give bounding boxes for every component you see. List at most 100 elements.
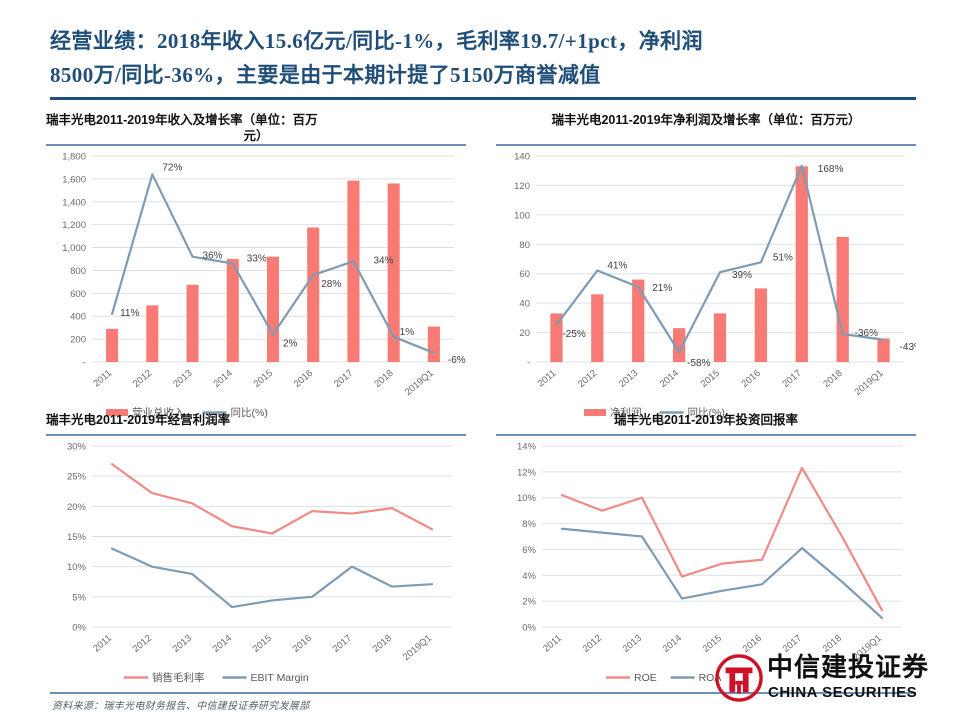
x-axis-tick: 2013 (171, 633, 194, 655)
x-axis-tick: 2012 (131, 368, 154, 390)
panel-revenue-divider (46, 144, 466, 146)
data-label: 41% (607, 261, 627, 272)
y-axis-tick: 1,400 (62, 197, 86, 208)
series-line (560, 466, 884, 612)
data-label: 1% (400, 327, 415, 338)
x-axis-tick: 2014 (211, 633, 234, 655)
y-axis-tick: 6% (522, 545, 536, 556)
footer-divider (50, 692, 916, 694)
data-label: 2% (283, 339, 298, 350)
data-label: 39% (732, 270, 752, 281)
data-label: 36% (203, 251, 223, 262)
x-axis-tick: 2019Q1 (401, 633, 434, 663)
x-axis-tick: 2011 (91, 633, 114, 655)
bar (387, 183, 400, 362)
y-axis-tick: 10% (67, 562, 87, 573)
y-axis-tick: 0% (522, 623, 536, 634)
data-label: -25% (562, 329, 585, 340)
x-axis-tick: 2013 (171, 368, 194, 390)
y-axis-tick: 8% (522, 519, 536, 530)
bar (877, 338, 890, 362)
y-axis-tick: 1,800 (62, 152, 86, 163)
china-securities-emblem-icon (715, 654, 763, 702)
data-label: -43% (900, 342, 916, 353)
panel-returns-divider (496, 434, 916, 436)
panel-netprofit-divider (496, 144, 916, 146)
bar (226, 259, 239, 362)
bar (672, 328, 686, 362)
legend-label: 同比(%) (688, 406, 725, 419)
x-axis-tick: 2017 (331, 633, 354, 655)
y-axis-tick: 80 (519, 240, 530, 251)
x-axis-tick: 2012 (581, 633, 604, 655)
panel-returns-title: 瑞丰光电2011-2019年投资回报率 (613, 413, 799, 427)
bar (427, 326, 440, 362)
y-axis-tick: - (527, 358, 530, 369)
x-axis-tick: 2014 (661, 633, 684, 655)
y-axis-tick: 0% (72, 623, 86, 634)
header-title-line2: 8500万/同比-36%，主要是由于本期计提了5150万商誉减值 (50, 63, 601, 87)
x-axis-tick: 2016 (291, 633, 314, 655)
panel-revenue-title-line2: 元） (243, 129, 269, 143)
series-line (110, 547, 434, 609)
slide-header: 经营业绩：2018年收入15.6亿元/同比-1%，毛利率19.7/+1pct，净… (50, 24, 916, 92)
x-axis-tick: 2019Q1 (853, 368, 886, 398)
series-line (560, 527, 884, 620)
panel-netprofit-title-line2 (496, 128, 916, 144)
chart-revenue: - 200 400 600 800 1,000 1,200 1,400 1,600 1,800 11… (46, 146, 466, 426)
y-axis-tick: 100 (514, 210, 530, 221)
bar (266, 256, 280, 362)
y-axis-tick: 120 (514, 181, 530, 192)
series-line (555, 164, 885, 354)
legend-label: 同比(%) (231, 406, 268, 419)
panel-revenue-title-line1: 瑞丰光电2011-2019年收入及增长率（单位：百万 (46, 113, 318, 127)
y-axis-tick: 5% (72, 592, 86, 603)
y-axis-tick: 200 (70, 335, 86, 346)
bar (550, 313, 563, 362)
x-axis-tick: 2018 (821, 368, 844, 390)
logo-text-en: CHINA SECURITIES (768, 684, 918, 701)
x-axis-tick: 2018 (372, 368, 395, 390)
data-label: -6% (448, 355, 466, 366)
x-axis-tick: 2017 (332, 368, 355, 390)
x-axis-tick: 2016 (740, 368, 763, 390)
legend-label: ROE (634, 672, 657, 684)
x-axis-tick: 2014 (658, 368, 681, 390)
chart-netprofit: - 20 40 60 80 100 120 140 -25% 41% 21% -58% 39% 51% 16… (496, 146, 916, 426)
x-axis-tick: 2011 (541, 633, 564, 655)
y-axis-tick: 12% (517, 467, 537, 478)
data-label: 33% (247, 254, 267, 265)
x-axis-tick: 2014 (211, 368, 234, 390)
data-label: 21% (652, 283, 672, 294)
x-axis-tick: 2013 (621, 633, 644, 655)
x-axis-tick: 2016 (292, 368, 315, 390)
legend-label: 销售毛利率 (152, 671, 205, 684)
y-axis-tick: 400 (70, 312, 86, 323)
data-label: -58% (687, 358, 710, 369)
bar (836, 236, 849, 362)
series-line (110, 463, 434, 535)
data-label: 51% (773, 252, 793, 263)
data-label: 168% (818, 164, 844, 175)
y-axis-tick: 10% (517, 493, 537, 504)
legend-label: EBIT Margin (251, 672, 309, 684)
legend-label: 净利润 (610, 406, 642, 419)
chart-margins: 0% 5% 10% 15% 20% 25% 30% 2011 2012 2013 2014 2015 2… (46, 436, 466, 691)
data-label: 11% (120, 308, 139, 319)
y-axis-tick: - (83, 358, 86, 369)
y-axis-tick: 1,200 (62, 220, 86, 231)
y-axis-tick: 20 (519, 328, 530, 339)
panel-margins-divider (46, 434, 466, 436)
x-axis-tick: 2015 (699, 368, 722, 390)
x-axis-tick: 2011 (536, 368, 559, 390)
y-axis-tick: 600 (70, 289, 86, 300)
chart-margins-svg: 0% 5% 10% 15% 20% 25% 30% 2011 2012 2013 2014 2015 2… (67, 442, 452, 684)
series-line (111, 173, 435, 354)
x-axis-tick: 2015 (252, 368, 275, 390)
x-axis-tick: 2011 (91, 368, 114, 390)
y-axis-tick: 1,000 (62, 243, 86, 254)
panel-netprofit: 瑞丰光电2011-2019年净利润及增长率（单位：百万元） - 20 40 60 80 1… (496, 112, 916, 426)
bar (795, 166, 808, 362)
bar (347, 180, 360, 362)
